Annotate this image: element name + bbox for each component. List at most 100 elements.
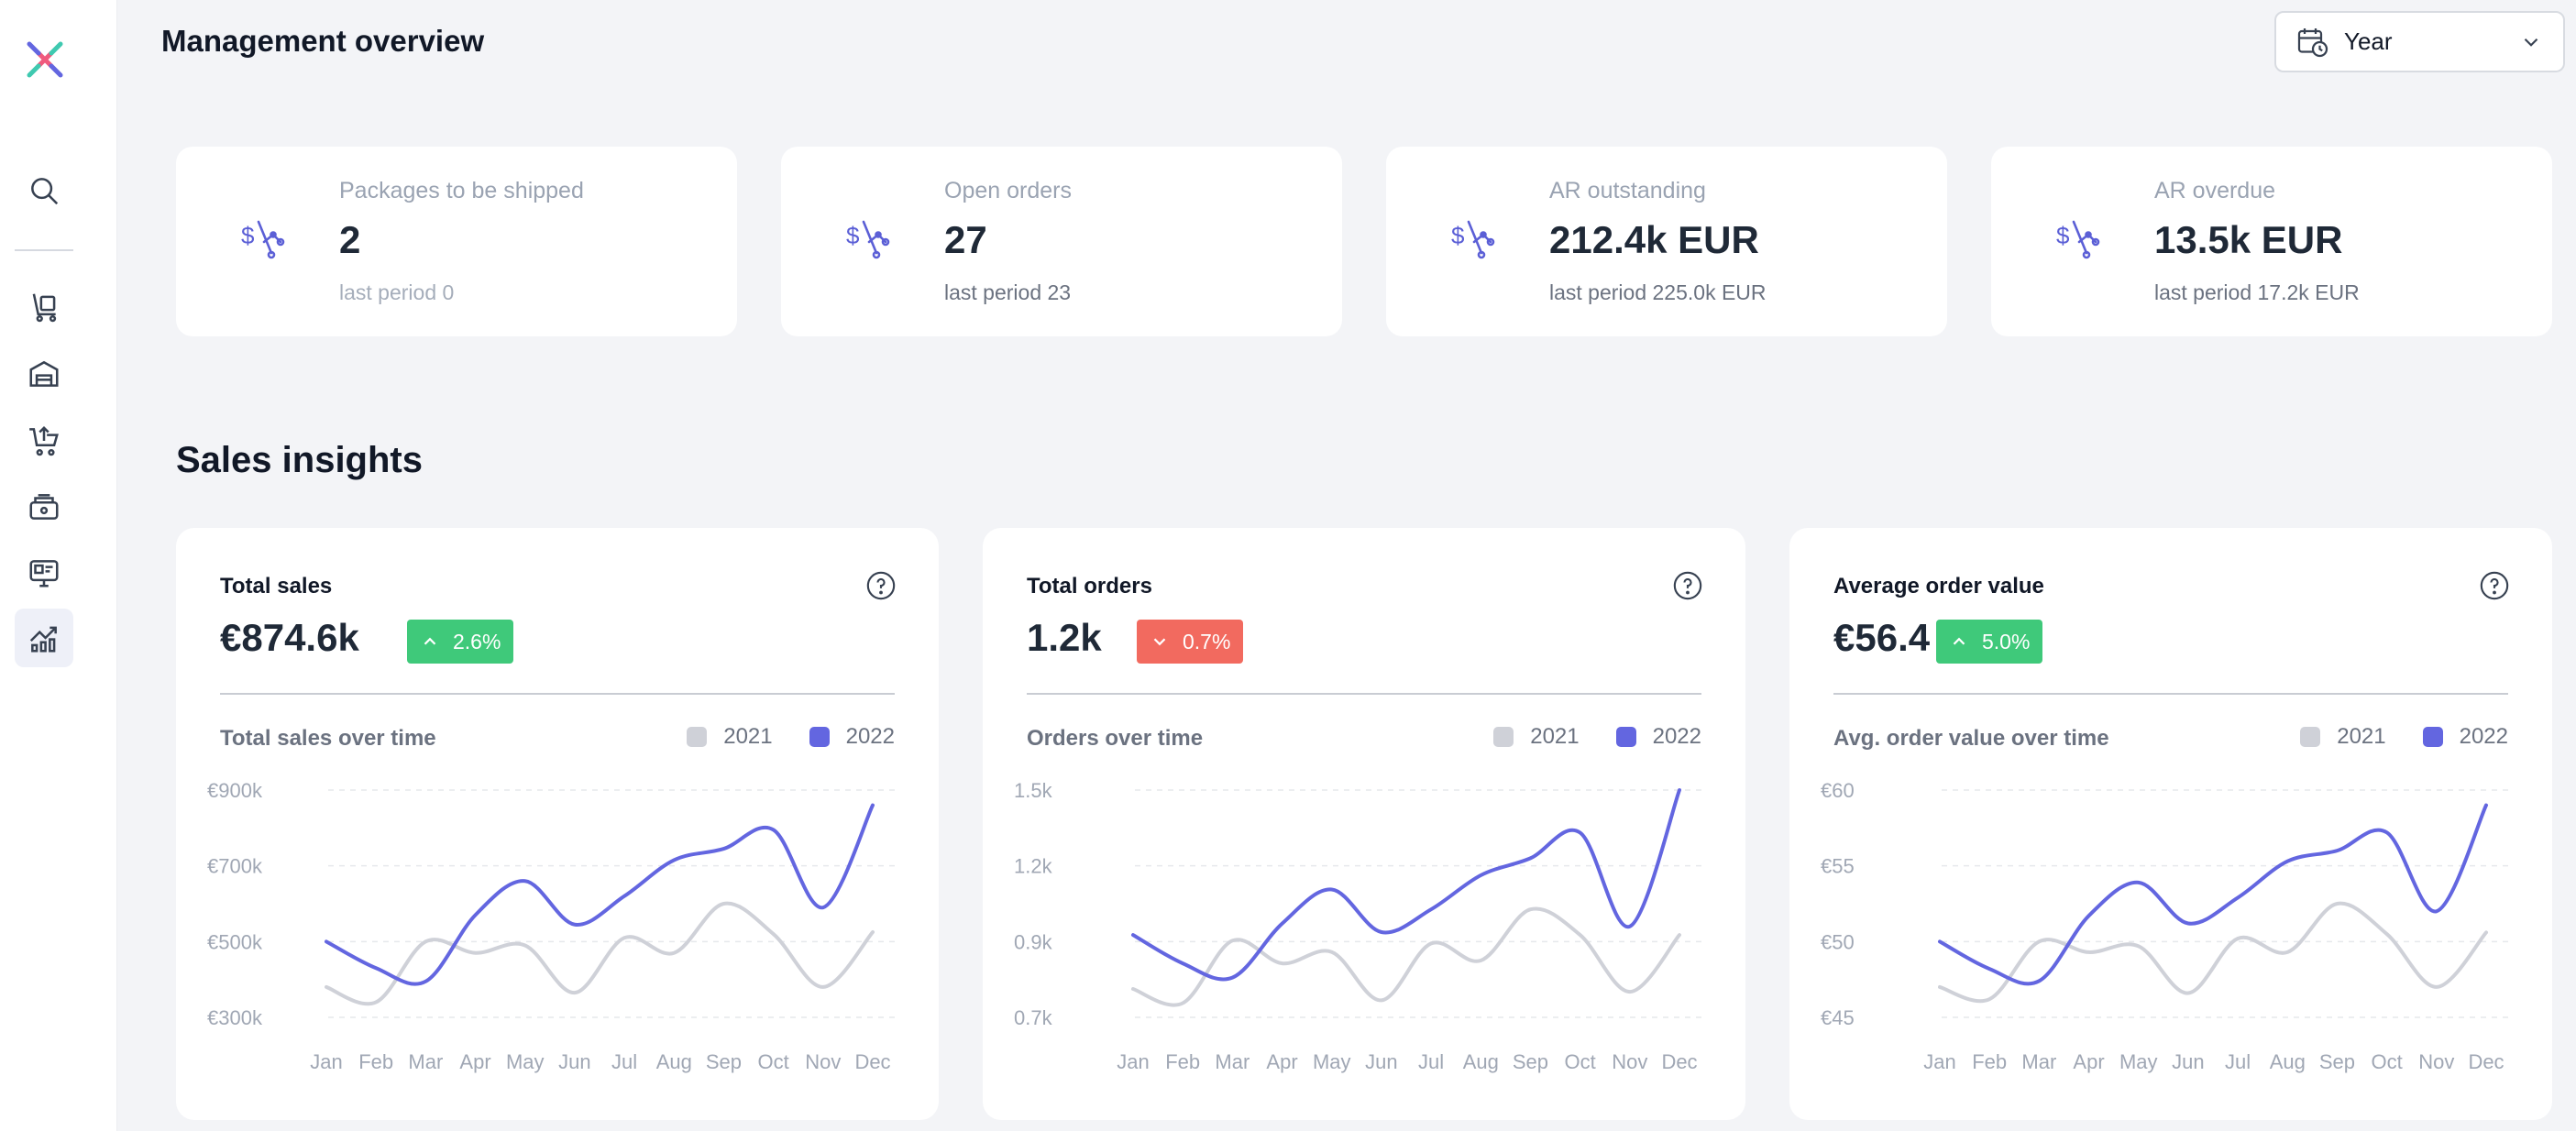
series-line-2022[interactable] [1131,788,1681,982]
dollar-route-icon: $ [241,220,285,259]
kpi-title: AR overdue [2154,178,2276,203]
x-tick-label: Jul [1418,1050,1444,1073]
period-select[interactable]: Year [2274,11,2565,72]
x-tick-label: Jan [310,1050,342,1073]
sidebar [0,0,117,1131]
sidebar-item-monitor[interactable] [15,544,73,602]
svg-text:$: $ [241,222,255,249]
x-tick-label: Dec [854,1050,890,1073]
chart-legend: 2021 2022 [1457,724,1701,750]
x-tick-label: Nov [2418,1050,2454,1073]
chart-legend: 2021 2022 [2263,724,2508,750]
section-title-sales-insights: Sales insights [176,440,423,480]
chart-card-title: Average order value [1833,574,2044,598]
x-tick-label: Dec [1661,1050,1697,1073]
dollar-route-icon: $ [846,220,890,259]
sidebar-item-analytics[interactable] [15,609,73,667]
help-icon[interactable] [2479,570,2510,601]
page-title: Management overview [161,24,485,58]
x-tick-label: May [2119,1050,2158,1073]
sidebar-item-search[interactable] [15,161,73,220]
x-tick-label: Jun [558,1050,590,1073]
chart-card-total-sales: €900k €700k €500k €300k Jan Feb Mar Apr May Jun Ju… [176,528,939,1120]
series-line-2021[interactable] [325,901,875,1006]
trend-badge-value: 2.6% [453,629,501,653]
chart-card-average-order-value: €60 €55 €50 €45 Jan Feb Mar Apr May Jun Jul Aug Sep O… [1789,528,2552,1120]
chart-subtitle: Avg. order value over time [1833,726,2109,751]
chart-card-total: €56.4 [1833,616,1931,659]
search-icon [31,178,59,205]
x-tick-label: May [1313,1050,1351,1073]
help-icon[interactable] [865,570,897,601]
kpi-previous: last period 0 [339,280,455,304]
divider [1833,693,2508,695]
chevron-up-icon [424,637,436,645]
svg-text:$: $ [1451,222,1465,249]
kpi-card-ar-overdue[interactable]: $ AR overdue 13.5k EUR last period 17.2k… [1991,147,2552,336]
y-tick-label: 0.7k [1014,1006,1053,1029]
legend-swatch [1493,727,1514,747]
legend-item-2022[interactable]: 2022 [1615,724,1701,750]
series-line-2022[interactable] [1938,803,2488,986]
y-tick-label: 1.5k [1014,779,1053,802]
legend-label: 2021 [1530,724,1580,749]
trolley-icon [32,293,57,323]
series-line-2022[interactable] [325,803,875,986]
kpi-card-packages[interactable]: $ Packages to be shipped 2 last period 0 [176,147,737,336]
calendar-clock-icon [2297,27,2328,57]
legend-label: 2021 [723,724,773,749]
chart-card-total: €874.6k [220,616,359,659]
y-tick-label: €45 [1821,1006,1855,1029]
x-tick-label: Apr [1266,1050,1297,1073]
kpi-value: 13.5k EUR [2154,218,2343,261]
legend-swatch [809,727,830,747]
series-line-2021[interactable] [1131,906,1681,1007]
sidebar-item-warehouse[interactable] [15,345,73,403]
series-line-2021[interactable] [1938,901,2488,1004]
trend-badge: 5.0% [1936,620,2043,664]
chart-subtitle: Orders over time [1027,726,1204,751]
legend-swatch [2300,727,2321,747]
kpi-title: Packages to be shipped [339,178,584,203]
x-tick-label: Sep [1513,1050,1548,1073]
kpi-value: 27 [944,218,987,261]
kpi-value: 212.4k EUR [1549,218,1759,261]
x-tick-label: Jun [1365,1050,1397,1073]
legend-swatch [1615,727,1636,747]
kpi-title: Open orders [944,178,1072,203]
sidebar-item-cart-upload[interactable] [15,412,73,470]
y-tick-label: 1.2k [1014,855,1053,878]
kpi-card-open-orders[interactable]: $ Open orders 27 last period 23 [781,147,1342,336]
svg-text:$: $ [2056,222,2070,249]
divider [1027,693,1701,695]
legend-item-2022[interactable]: 2022 [809,724,895,750]
x-tick-label: Jan [1923,1050,1955,1073]
kpi-card-ar-outstanding[interactable]: $ AR outstanding 212.4k EUR last period … [1386,147,1947,336]
chart-card-total-orders: 1.5k 1.2k 0.9k 0.7k Jan Feb Mar Apr May Jun Jul Aug… [983,528,1745,1120]
legend-item-2021[interactable]: 2021 [1493,724,1580,750]
chevron-down-icon [1153,638,1166,646]
sidebar-divider [15,249,73,251]
x-tick-label: Jul [2225,1050,2251,1073]
sidebar-item-trolley[interactable] [15,278,73,336]
legend-item-2022[interactable]: 2022 [2422,724,2508,750]
period-select-value: Year [2344,27,2393,55]
x-tick-label: Feb [358,1050,393,1073]
y-tick-label: €300k [207,1006,263,1029]
x-tick-label: Aug [2270,1050,2306,1073]
svg-text:$: $ [846,222,860,249]
kpi-previous: last period 23 [944,280,1072,304]
x-tick-label: May [506,1050,545,1073]
x-tick-label: Apr [2073,1050,2104,1073]
chart-card-total: 1.2k [1027,616,1102,659]
x-tick-label: Oct [1565,1050,1596,1073]
y-tick-label: €900k [207,779,263,802]
x-tick-label: Sep [706,1050,742,1073]
app-logo[interactable] [26,40,64,79]
legend-item-2021[interactable]: 2021 [2300,724,2386,750]
sidebar-item-cash-register[interactable] [15,478,73,536]
help-icon[interactable] [1672,570,1703,601]
analytics-icon [29,626,57,653]
legend-item-2021[interactable]: 2021 [687,724,773,750]
kpi-title: AR outstanding [1549,178,1706,203]
